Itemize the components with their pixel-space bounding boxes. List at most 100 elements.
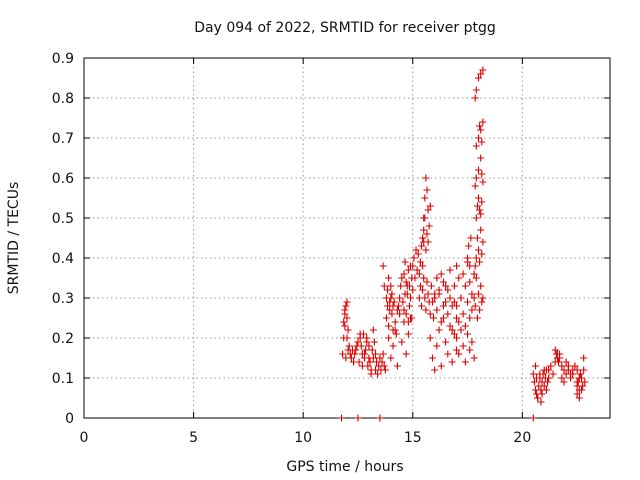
data-point xyxy=(564,366,572,374)
data-point xyxy=(467,234,475,242)
data-point xyxy=(412,246,420,254)
data-point xyxy=(344,346,352,354)
data-point xyxy=(581,378,589,386)
data-point xyxy=(385,274,393,282)
data-point xyxy=(442,338,450,346)
data-point xyxy=(544,378,552,386)
x-tick-label: 10 xyxy=(294,430,312,446)
data-point xyxy=(404,330,412,338)
data-point xyxy=(472,86,480,94)
data-point xyxy=(366,358,374,366)
data-point xyxy=(356,330,364,338)
data-point xyxy=(450,298,458,306)
data-point xyxy=(430,314,438,322)
data-point xyxy=(567,374,575,382)
data-point xyxy=(391,326,399,334)
data-point xyxy=(393,306,401,314)
data-point xyxy=(433,306,441,314)
data-point xyxy=(343,334,351,342)
data-point xyxy=(431,294,439,302)
data-point xyxy=(465,242,473,250)
data-point xyxy=(534,394,542,402)
data-point xyxy=(476,206,484,214)
data-point xyxy=(423,230,431,238)
data-point xyxy=(475,194,482,202)
data-point xyxy=(573,366,581,374)
data-point xyxy=(439,278,447,286)
data-point xyxy=(455,274,463,282)
data-point xyxy=(343,314,351,322)
data-point xyxy=(424,238,432,246)
data-point xyxy=(387,354,395,362)
data-point xyxy=(398,338,406,346)
data-point xyxy=(547,362,555,370)
data-point xyxy=(404,266,412,274)
data-point xyxy=(392,330,400,338)
y-tick-label: 0 xyxy=(65,411,74,427)
data-point xyxy=(475,74,482,82)
data-point xyxy=(472,142,480,150)
y-tick-label: 0.4 xyxy=(52,251,74,267)
data-point xyxy=(354,338,362,346)
data-point xyxy=(380,362,388,370)
data-point xyxy=(471,94,479,102)
data-point xyxy=(444,310,452,318)
data-point xyxy=(473,234,481,242)
data-point xyxy=(468,290,476,298)
data-point xyxy=(538,390,546,398)
data-point xyxy=(422,174,430,182)
x-tick-label: 0 xyxy=(80,430,89,446)
x-axis-label: GPS time / hours xyxy=(286,459,403,475)
data-point xyxy=(470,354,478,362)
data-point xyxy=(531,362,539,370)
data-point xyxy=(388,290,396,298)
data-point xyxy=(355,358,363,366)
data-point xyxy=(409,262,417,270)
data-point xyxy=(533,374,541,382)
data-point xyxy=(414,250,422,258)
data-point xyxy=(401,258,409,266)
y-tick-label: 0.9 xyxy=(52,51,74,67)
data-point xyxy=(413,266,421,274)
data-point xyxy=(437,270,445,278)
data-point xyxy=(461,322,469,330)
data-point xyxy=(397,282,405,290)
data-point xyxy=(542,386,550,394)
data-point xyxy=(461,358,469,366)
data-point xyxy=(475,290,482,298)
data-point xyxy=(389,342,397,350)
data-point xyxy=(437,318,445,326)
data-point xyxy=(477,126,485,134)
data-point xyxy=(420,274,428,282)
data-point xyxy=(479,238,487,246)
data-point xyxy=(384,286,392,294)
data-point xyxy=(479,178,487,186)
data-point xyxy=(422,306,430,314)
data-point xyxy=(367,370,375,378)
data-point xyxy=(433,342,441,350)
data-point xyxy=(400,306,408,314)
data-point xyxy=(386,298,394,306)
data-point xyxy=(344,326,352,334)
data-point xyxy=(444,350,452,358)
data-point xyxy=(415,270,423,278)
data-point xyxy=(409,286,417,294)
data-point xyxy=(453,334,461,342)
data-point xyxy=(388,310,396,318)
data-point xyxy=(459,342,467,350)
data-point xyxy=(553,354,561,362)
data-point xyxy=(426,310,434,318)
data-point xyxy=(477,70,485,78)
data-point xyxy=(419,262,427,270)
data-point xyxy=(396,310,404,318)
data-point xyxy=(399,298,407,306)
data-point xyxy=(537,398,545,406)
data-point xyxy=(468,338,476,346)
data-point xyxy=(431,366,439,374)
data-point xyxy=(370,338,378,346)
data-point xyxy=(578,386,586,394)
data-point xyxy=(338,414,346,422)
data-point xyxy=(416,282,424,290)
data-point xyxy=(365,354,373,362)
